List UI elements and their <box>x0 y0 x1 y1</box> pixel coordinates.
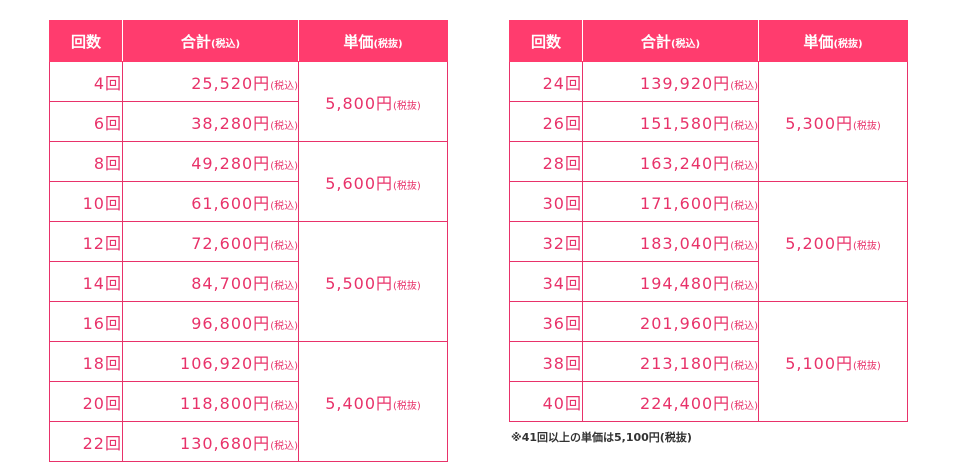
count-cell: 4回 <box>49 61 123 102</box>
table-row: 34回 194,480円(税込) <box>509 261 908 302</box>
total-cell: 25,520円(税込) <box>122 61 299 102</box>
table-row: 24回 139,920円(税込) 5,300円(税抜) <box>509 61 908 182</box>
table-row: 22回 130,680円(税込) <box>49 421 448 462</box>
count-cell: 40回 <box>509 381 583 422</box>
total-cell: 118,800円(税込) <box>122 381 299 422</box>
total-cell: 49,280円(税込) <box>122 141 299 182</box>
total-cell: 183,040円(税込) <box>582 221 759 262</box>
count-cell: 32回 <box>509 221 583 262</box>
unit-price-cell: 5,100円(税抜) <box>758 301 908 422</box>
count-cell: 24回 <box>509 61 583 102</box>
count-cell: 36回 <box>509 301 583 342</box>
table-row: 32回 183,040円(税込) <box>509 221 908 262</box>
header-total: 合計(税込) <box>122 20 299 62</box>
table-row: 10回 61,600円(税込) <box>49 181 448 222</box>
total-cell: 139,920円(税込) <box>582 61 759 102</box>
table-row: 26回 151,580円(税込) <box>509 101 908 142</box>
table-row: 20回 118,800円(税込) <box>49 381 448 422</box>
table-row: 4回 25,520円(税込) 5,800円(税抜) <box>49 61 448 142</box>
count-cell: 26回 <box>509 101 583 142</box>
unit-price-cell: 5,600円(税抜) <box>298 141 448 222</box>
table-row: 28回 163,240円(税込) <box>509 141 908 182</box>
total-cell: 130,680円(税込) <box>122 421 299 462</box>
count-cell: 18回 <box>49 341 123 382</box>
total-cell: 72,600円(税込) <box>122 221 299 262</box>
count-cell: 22回 <box>49 421 123 462</box>
table-row: 30回 171,600円(税込) 5,200円(税抜) <box>509 181 908 302</box>
total-cell: 61,600円(税込) <box>122 181 299 222</box>
table-row: 36回 201,960円(税込) 5,100円(税抜) <box>509 301 908 422</box>
header-count: 回数 <box>49 20 123 62</box>
total-cell: 106,920円(税込) <box>122 341 299 382</box>
total-cell: 151,580円(税込) <box>582 101 759 142</box>
count-cell: 14回 <box>49 261 123 302</box>
unit-price-cell: 5,400円(税抜) <box>298 341 448 462</box>
count-cell: 8回 <box>49 141 123 182</box>
count-cell: 10回 <box>49 181 123 222</box>
total-cell: 96,800円(税込) <box>122 301 299 342</box>
count-cell: 38回 <box>509 341 583 382</box>
unit-price-cell: 5,200円(税抜) <box>758 181 908 302</box>
table-row: 18回 106,920円(税込) 5,400円(税抜) <box>49 341 448 462</box>
total-cell: 38,280円(税込) <box>122 101 299 142</box>
header-total: 合計(税込) <box>582 20 759 62</box>
unit-price-cell: 5,800円(税抜) <box>298 61 448 142</box>
price-table-right: 回数 合計(税込) 単価(税抜) 24回 139,920円(税込) 5,300円… <box>509 20 908 422</box>
unit-price-cell: 5,300円(税抜) <box>758 61 908 182</box>
total-cell: 213,180円(税込) <box>582 341 759 382</box>
unit-price-cell: 5,500円(税抜) <box>298 221 448 342</box>
count-cell: 30回 <box>509 181 583 222</box>
total-cell: 201,960円(税込) <box>582 301 759 342</box>
count-cell: 6回 <box>49 101 123 142</box>
total-cell: 171,600円(税込) <box>582 181 759 222</box>
header-unit: 単価(税抜) <box>298 20 448 62</box>
total-cell: 84,700円(税込) <box>122 261 299 302</box>
table-row: 12回 72,600円(税込) 5,500円(税抜) <box>49 221 448 342</box>
count-cell: 16回 <box>49 301 123 342</box>
total-cell: 224,400円(税込) <box>582 381 759 422</box>
table-row: 8回 49,280円(税込) 5,600円(税抜) <box>49 141 448 222</box>
table-row: 14回 84,700円(税込) <box>49 261 448 302</box>
header-unit: 単価(税抜) <box>758 20 908 62</box>
header-count: 回数 <box>509 20 583 62</box>
table-row: 6回 38,280円(税込) <box>49 101 448 142</box>
table-row: 38回 213,180円(税込) <box>509 341 908 382</box>
count-cell: 34回 <box>509 261 583 302</box>
count-cell: 28回 <box>509 141 583 182</box>
total-cell: 194,480円(税込) <box>582 261 759 302</box>
price-table-left: 回数 合計(税込) 単価(税抜) 4回 25,520円(税込) 5,800円(税… <box>49 20 448 462</box>
count-cell: 20回 <box>49 381 123 422</box>
total-cell: 163,240円(税込) <box>582 141 759 182</box>
footnote: ※41回以上の単価は5,100円(税抜) <box>511 431 692 444</box>
table-row: 40回 224,400円(税込) <box>509 381 908 422</box>
count-cell: 12回 <box>49 221 123 262</box>
